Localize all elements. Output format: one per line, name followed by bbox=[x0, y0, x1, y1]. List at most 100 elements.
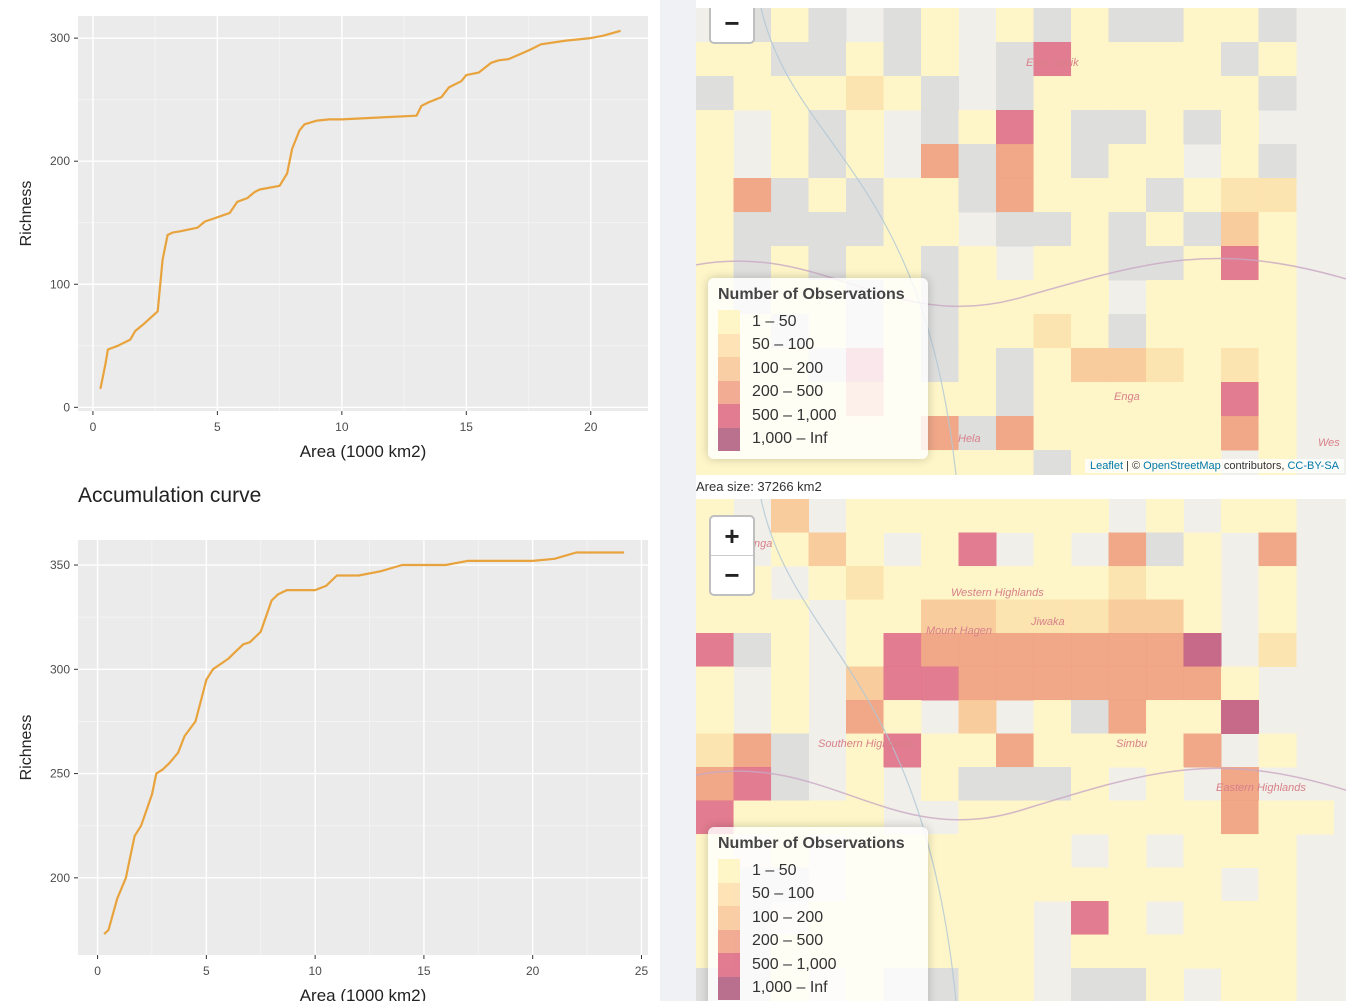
grid-cell bbox=[846, 246, 884, 281]
zoom-out-button[interactable]: − bbox=[724, 8, 740, 38]
grid-cell bbox=[1183, 800, 1222, 835]
legend-swatch bbox=[718, 859, 740, 883]
x-tick-label: 5 bbox=[203, 964, 210, 978]
y-tick-label: 200 bbox=[50, 871, 70, 885]
grid-cell bbox=[1221, 178, 1259, 213]
grid-cell bbox=[921, 666, 959, 701]
grid-cell bbox=[1258, 42, 1297, 77]
grid-cell bbox=[846, 42, 884, 77]
grid-cell bbox=[733, 42, 772, 77]
grid-cell bbox=[1146, 666, 1184, 701]
y-axis-label: Richness bbox=[18, 715, 35, 781]
grid-cell bbox=[1258, 733, 1297, 768]
grid-cell bbox=[921, 76, 959, 111]
grid-cell bbox=[771, 767, 809, 801]
grid-cell bbox=[1221, 700, 1259, 734]
grid-cell bbox=[1108, 178, 1147, 213]
zoom-out-button[interactable]: − bbox=[711, 555, 753, 594]
grid-cell bbox=[808, 532, 847, 567]
grid-cell bbox=[996, 800, 1034, 835]
grid-cell bbox=[921, 144, 959, 179]
map-place-label: Hela bbox=[958, 433, 981, 445]
grid-cell bbox=[883, 8, 922, 43]
grid-cell bbox=[1221, 767, 1259, 801]
grid-cell bbox=[1183, 733, 1222, 768]
grid-cell bbox=[1221, 382, 1259, 417]
grid-cell bbox=[1033, 666, 1072, 701]
legend-label: 1,000 – Inf bbox=[752, 430, 828, 448]
grid-cell bbox=[1071, 178, 1109, 213]
grid-cell bbox=[958, 144, 997, 179]
grid-cell bbox=[921, 246, 959, 281]
grid-cell bbox=[1258, 633, 1297, 667]
x-tick-label: 20 bbox=[584, 420, 598, 434]
grid-cell bbox=[958, 450, 997, 475]
grid-cell bbox=[958, 348, 997, 383]
leaflet-link[interactable]: Leaflet bbox=[1089, 460, 1123, 472]
grid-cell bbox=[771, 178, 809, 213]
map-place-label: Simbu bbox=[1116, 738, 1147, 750]
road-line bbox=[696, 767, 1346, 821]
grid-cell bbox=[696, 76, 734, 111]
grid-cell bbox=[771, 144, 809, 179]
grid-cell bbox=[733, 212, 772, 247]
y-axis-label: Richness bbox=[18, 181, 35, 247]
x-tick-label: 15 bbox=[460, 420, 474, 434]
grid-cell bbox=[1033, 76, 1072, 111]
grid-cell bbox=[1146, 212, 1184, 247]
grid-cell bbox=[1033, 42, 1072, 77]
observation-map-top[interactable]: East Sepik Enga Hela Wes − Number of Observ… bbox=[696, 8, 1346, 475]
grid-cell bbox=[1108, 800, 1147, 835]
grid-cell bbox=[1033, 382, 1072, 417]
grid-cell bbox=[958, 178, 997, 213]
grid-cell bbox=[921, 499, 959, 533]
grid-cell bbox=[1033, 633, 1072, 667]
grid-cell bbox=[921, 633, 959, 667]
grid-cell bbox=[996, 348, 1034, 383]
zoom-in-button[interactable]: + bbox=[724, 521, 740, 551]
grid-cell bbox=[1108, 566, 1147, 600]
grid-cell bbox=[696, 599, 734, 634]
grid-cell bbox=[808, 110, 847, 145]
grid-cell bbox=[733, 633, 772, 667]
road-line bbox=[696, 257, 1346, 308]
grid-cell bbox=[1183, 566, 1222, 600]
legend-label: 200 – 500 bbox=[752, 932, 824, 950]
grid-cell bbox=[921, 532, 959, 567]
grid-cell bbox=[996, 867, 1034, 902]
grid-cell bbox=[958, 499, 997, 533]
grid-cell bbox=[733, 76, 772, 111]
grid-cell bbox=[1183, 280, 1222, 315]
grid-cell bbox=[846, 700, 884, 734]
grid-cell bbox=[996, 968, 1034, 1001]
grid-cell bbox=[1071, 599, 1109, 634]
grid-cell bbox=[1071, 934, 1109, 969]
grid-cell bbox=[958, 599, 997, 634]
grid-cell bbox=[1146, 800, 1184, 835]
grid-cell bbox=[1071, 76, 1109, 111]
osm-link[interactable]: OpenStreetMap bbox=[1143, 460, 1221, 472]
grid-cell bbox=[1296, 800, 1334, 835]
legend-title: Number of Observations bbox=[718, 835, 905, 852]
grid-cell bbox=[1033, 700, 1072, 734]
map-place-label: nga bbox=[754, 538, 772, 550]
observation-map-bottom[interactable]: nga Western Highlands Mount Hagen Jiwaka Sou… bbox=[696, 499, 1346, 1001]
grid-cell bbox=[1071, 867, 1109, 902]
plot-panel bbox=[78, 16, 648, 411]
grid-cell bbox=[1146, 499, 1184, 533]
grid-cell bbox=[808, 178, 847, 213]
legend-title: Number of Observations bbox=[718, 286, 905, 303]
grid-cell bbox=[1258, 968, 1297, 1001]
x-tick-label: 5 bbox=[214, 420, 221, 434]
license-link[interactable]: CC-BY-SA bbox=[1287, 460, 1339, 472]
left-panel: 0 5 10 15 20 0 100 200 300 Area (1000 km2) Richnes… bbox=[0, 0, 660, 1001]
grid-cell bbox=[1221, 8, 1259, 43]
legend-item: 50 – 100 bbox=[718, 882, 918, 906]
grid-cell bbox=[846, 212, 884, 247]
grid-cell bbox=[808, 76, 847, 111]
grid-cell bbox=[1183, 666, 1222, 701]
grid-cell bbox=[1258, 280, 1297, 315]
richness-line bbox=[103, 551, 625, 935]
grid-cell bbox=[1033, 212, 1072, 247]
grid-cell bbox=[1033, 416, 1072, 451]
